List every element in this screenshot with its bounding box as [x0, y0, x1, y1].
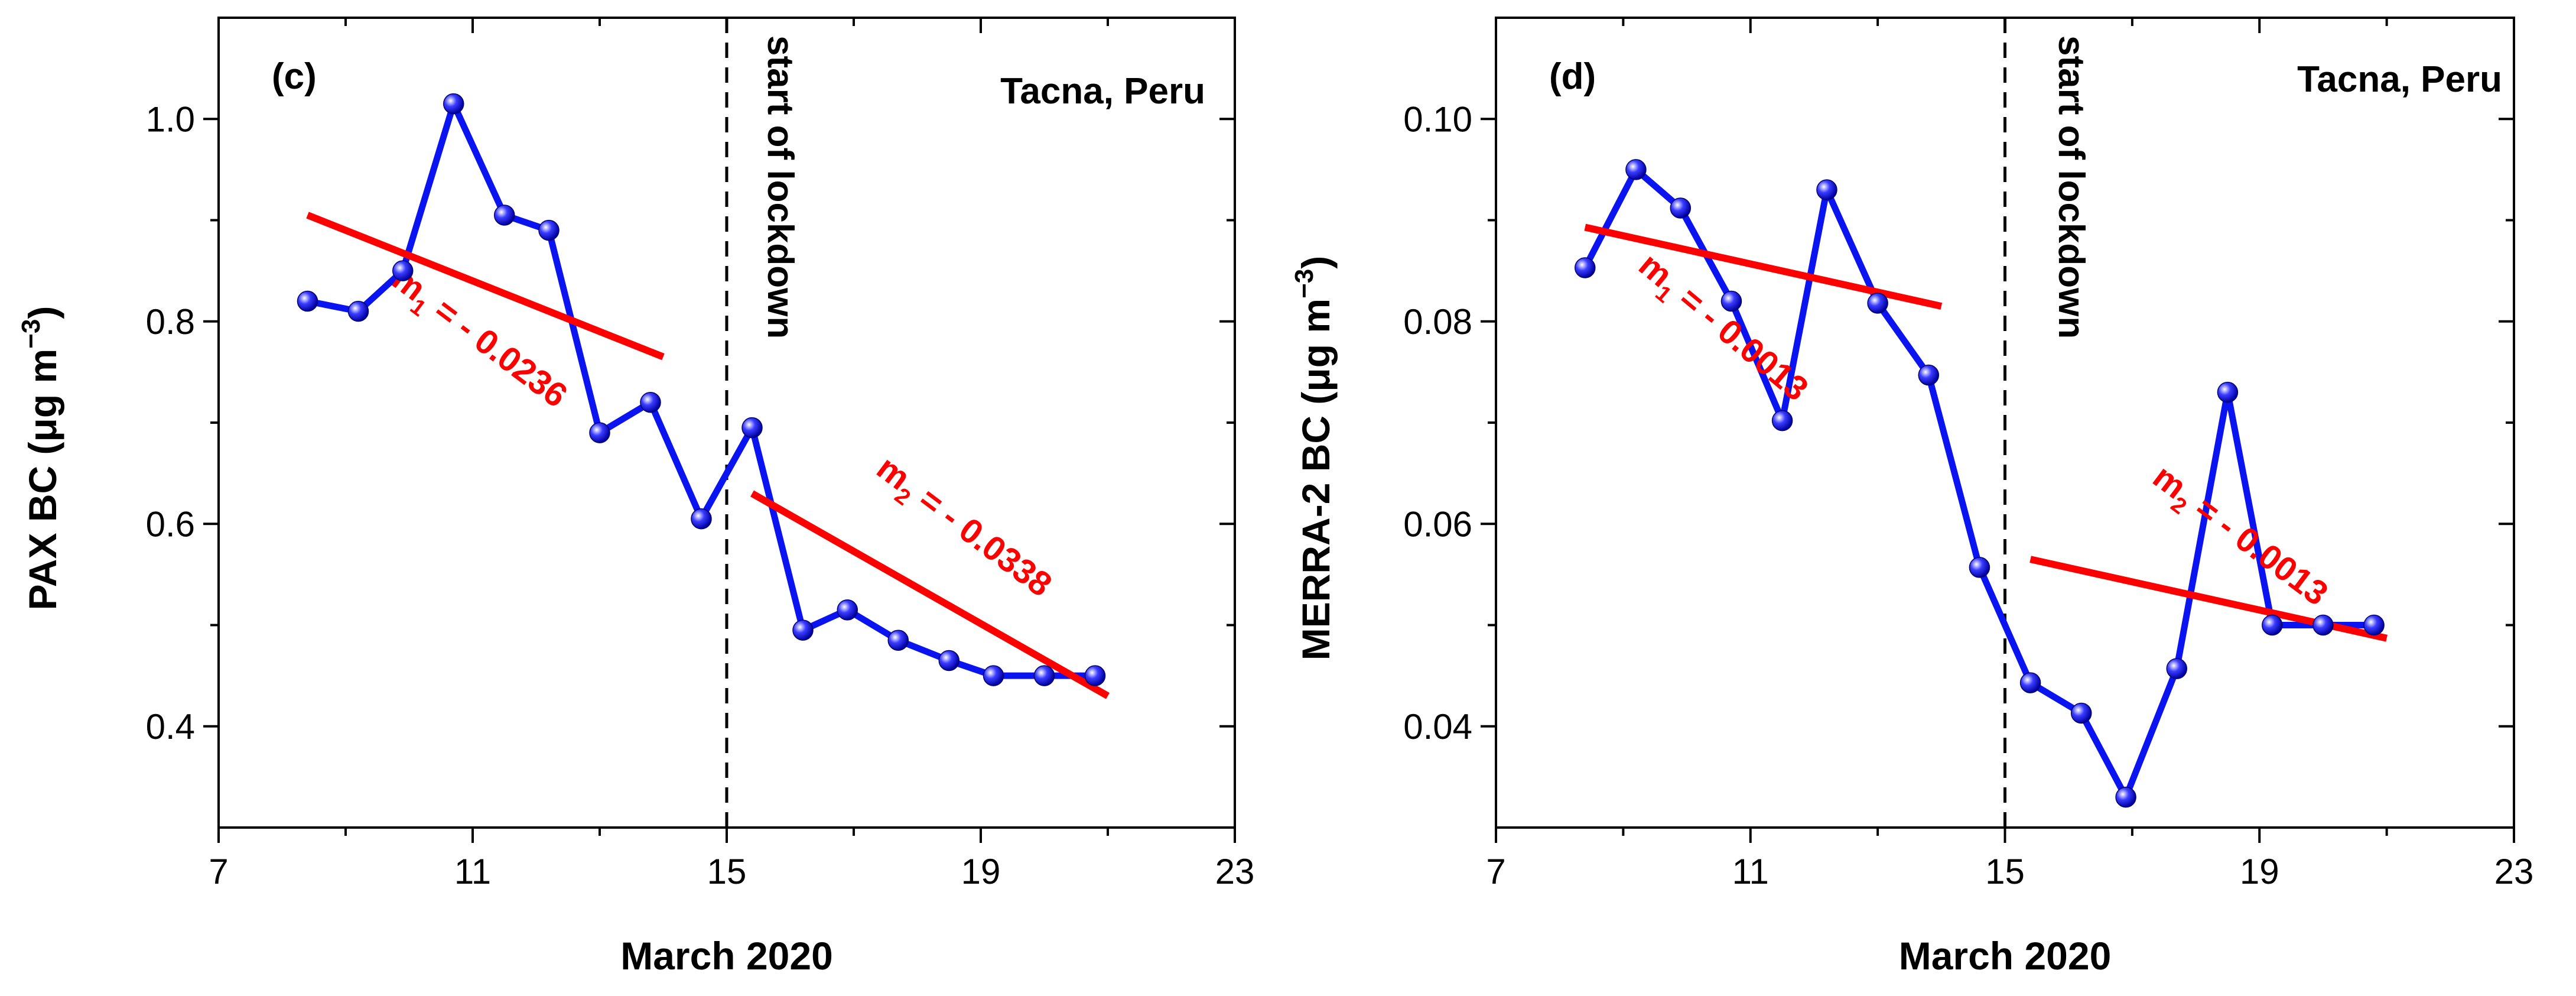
- series-line: [307, 100, 1095, 679]
- y-tick-label: 0.4: [146, 707, 195, 747]
- y-axis-title: PAX BC (μg m−3): [17, 306, 64, 611]
- data-point: [691, 508, 712, 530]
- data-point: [887, 630, 909, 651]
- data-point: [1771, 410, 1793, 432]
- trend-label-m2: m2 = - 0.0338: [866, 448, 1059, 609]
- y-axis-title-part: PAX BC (: [21, 442, 64, 611]
- y-axis-title-part: ): [1294, 256, 1338, 269]
- data-point: [347, 300, 369, 322]
- data-point: [392, 260, 414, 281]
- panel-label: (d): [1549, 56, 1596, 97]
- y-tick-label: 0.08: [1403, 302, 1472, 342]
- trend-label-part: = - 0.0013: [2180, 483, 2335, 613]
- data-point: [1033, 665, 1055, 686]
- y-tick-label: 1.0: [146, 99, 195, 139]
- y-tick-label: 0.06: [1403, 504, 1472, 544]
- x-tick-label: 7: [209, 852, 228, 891]
- trend-label-part: = - 0.0236: [419, 285, 574, 415]
- data-point: [2070, 702, 2092, 724]
- data-point: [1575, 257, 1596, 278]
- data-point: [443, 93, 464, 115]
- data-point: [538, 219, 560, 241]
- lockdown-label: start of lockdown: [760, 35, 801, 339]
- x-axis-title: March 2020: [1899, 934, 2112, 978]
- location-label: Tacna, Peru: [1000, 71, 1205, 112]
- data-point: [2115, 786, 2136, 808]
- y-axis-title-part: μg m: [1294, 299, 1338, 392]
- x-tick-label: 15: [707, 852, 747, 891]
- trend-label-part: = - 0.0338: [904, 474, 1059, 604]
- data-point: [983, 665, 1004, 686]
- data-point: [2262, 614, 2283, 636]
- trend-line-m1: [306, 212, 665, 361]
- data-point: [1918, 364, 1940, 386]
- trend-label-m2: m2 = - 0.0013: [2142, 457, 2335, 618]
- data-point: [1867, 293, 1888, 314]
- y-tick-label: 0.10: [1403, 99, 1472, 139]
- data-point: [2166, 658, 2188, 679]
- panel-label: (c): [272, 56, 317, 97]
- data-point: [792, 619, 814, 641]
- data-point: [494, 205, 515, 226]
- x-tick-label: 7: [1486, 852, 1505, 891]
- location-label: Tacna, Peru: [2297, 59, 2502, 100]
- y-axis-title-part: MERRA-2 BC (: [1294, 392, 1338, 661]
- data-point: [1625, 159, 1647, 180]
- data-point: [1084, 665, 1106, 686]
- data-point: [741, 417, 763, 439]
- data-point: [2019, 672, 2041, 693]
- data-point: [297, 290, 318, 312]
- y-axis-title-part: μg m: [21, 349, 64, 442]
- trend-line-m1: [1584, 223, 1943, 310]
- data-point: [2217, 381, 2239, 403]
- x-tick-label: 23: [2494, 852, 2534, 891]
- series-line: [1582, 166, 2375, 801]
- chart-panel-d: 7 11 15 19 23 0.04 0.06 0.08 0.10 March 2020 MERRA…: [1290, 17, 2534, 978]
- x-axis-title: March 2020: [620, 934, 833, 978]
- x-tick-label: 11: [454, 852, 491, 891]
- y-axis-title-part: −3: [1290, 269, 1319, 299]
- data-point: [1720, 290, 1742, 312]
- x-tick-label: 23: [1215, 852, 1255, 891]
- data-point: [938, 650, 960, 671]
- data-point: [589, 422, 610, 443]
- x-tick-label: 11: [1732, 852, 1769, 891]
- data-point: [1969, 557, 1990, 578]
- data-point: [2363, 614, 2385, 636]
- data-point: [837, 599, 858, 621]
- y-axis-title-part: −3: [17, 319, 45, 349]
- y-tick-label: 0.6: [146, 504, 195, 544]
- x-tick-label: 19: [2240, 852, 2279, 891]
- trend-label-part: = - 0.0013: [1664, 273, 1815, 408]
- y-axis-title: MERRA-2 BC (μg m−3): [1290, 256, 1338, 661]
- y-tick-label: 0.8: [146, 302, 195, 342]
- y-tick-label: 0.04: [1403, 707, 1472, 747]
- trend-line-m2: [750, 490, 1110, 699]
- x-tick-label: 15: [1985, 852, 2025, 891]
- data-point: [640, 392, 661, 413]
- data-point: [1816, 179, 1837, 200]
- chart-panel-c: 7 11 15 19 23 0.4 0.6 0.8 1.0 March 2020 PAX BC (μ…: [17, 17, 1255, 978]
- lockdown-label: start of lockdown: [2051, 35, 2092, 339]
- data-point: [2312, 614, 2334, 636]
- x-tick-label: 19: [961, 852, 1001, 891]
- y-axis-title-part: ): [21, 306, 64, 319]
- data-point: [1670, 197, 1692, 219]
